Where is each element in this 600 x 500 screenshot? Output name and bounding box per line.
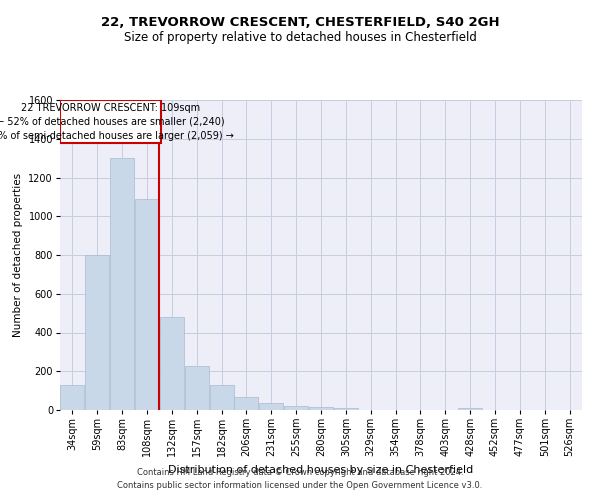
Text: ← 52% of detached houses are smaller (2,240): ← 52% of detached houses are smaller (2,…	[0, 117, 224, 127]
Bar	[110, 158, 134, 410]
Text: Contains HM Land Registry data © Crown copyright and database right 2024.: Contains HM Land Registry data © Crown c…	[137, 468, 463, 477]
Bar	[235, 398, 259, 410]
Bar	[209, 385, 233, 410]
Bar	[60, 100, 161, 142]
Bar	[61, 385, 85, 410]
X-axis label: Distribution of detached houses by size in Chesterfield: Distribution of detached houses by size …	[169, 465, 473, 475]
Bar	[160, 317, 184, 410]
Text: 22 TREVORROW CRESCENT: 109sqm: 22 TREVORROW CRESCENT: 109sqm	[21, 103, 200, 113]
Y-axis label: Number of detached properties: Number of detached properties	[13, 173, 23, 337]
Text: 48% of semi-detached houses are larger (2,059) →: 48% of semi-detached houses are larger (…	[0, 131, 234, 141]
Text: Contains public sector information licensed under the Open Government Licence v3: Contains public sector information licen…	[118, 480, 482, 490]
Bar	[259, 403, 283, 410]
Text: 22, TREVORROW CRESCENT, CHESTERFIELD, S40 2GH: 22, TREVORROW CRESCENT, CHESTERFIELD, S4…	[101, 16, 499, 29]
Bar	[458, 408, 482, 410]
Bar	[135, 199, 159, 410]
Bar	[334, 408, 358, 410]
Bar	[85, 255, 109, 410]
Bar	[309, 407, 333, 410]
Text: Size of property relative to detached houses in Chesterfield: Size of property relative to detached ho…	[124, 31, 476, 44]
Bar	[185, 366, 209, 410]
Bar	[284, 406, 308, 410]
